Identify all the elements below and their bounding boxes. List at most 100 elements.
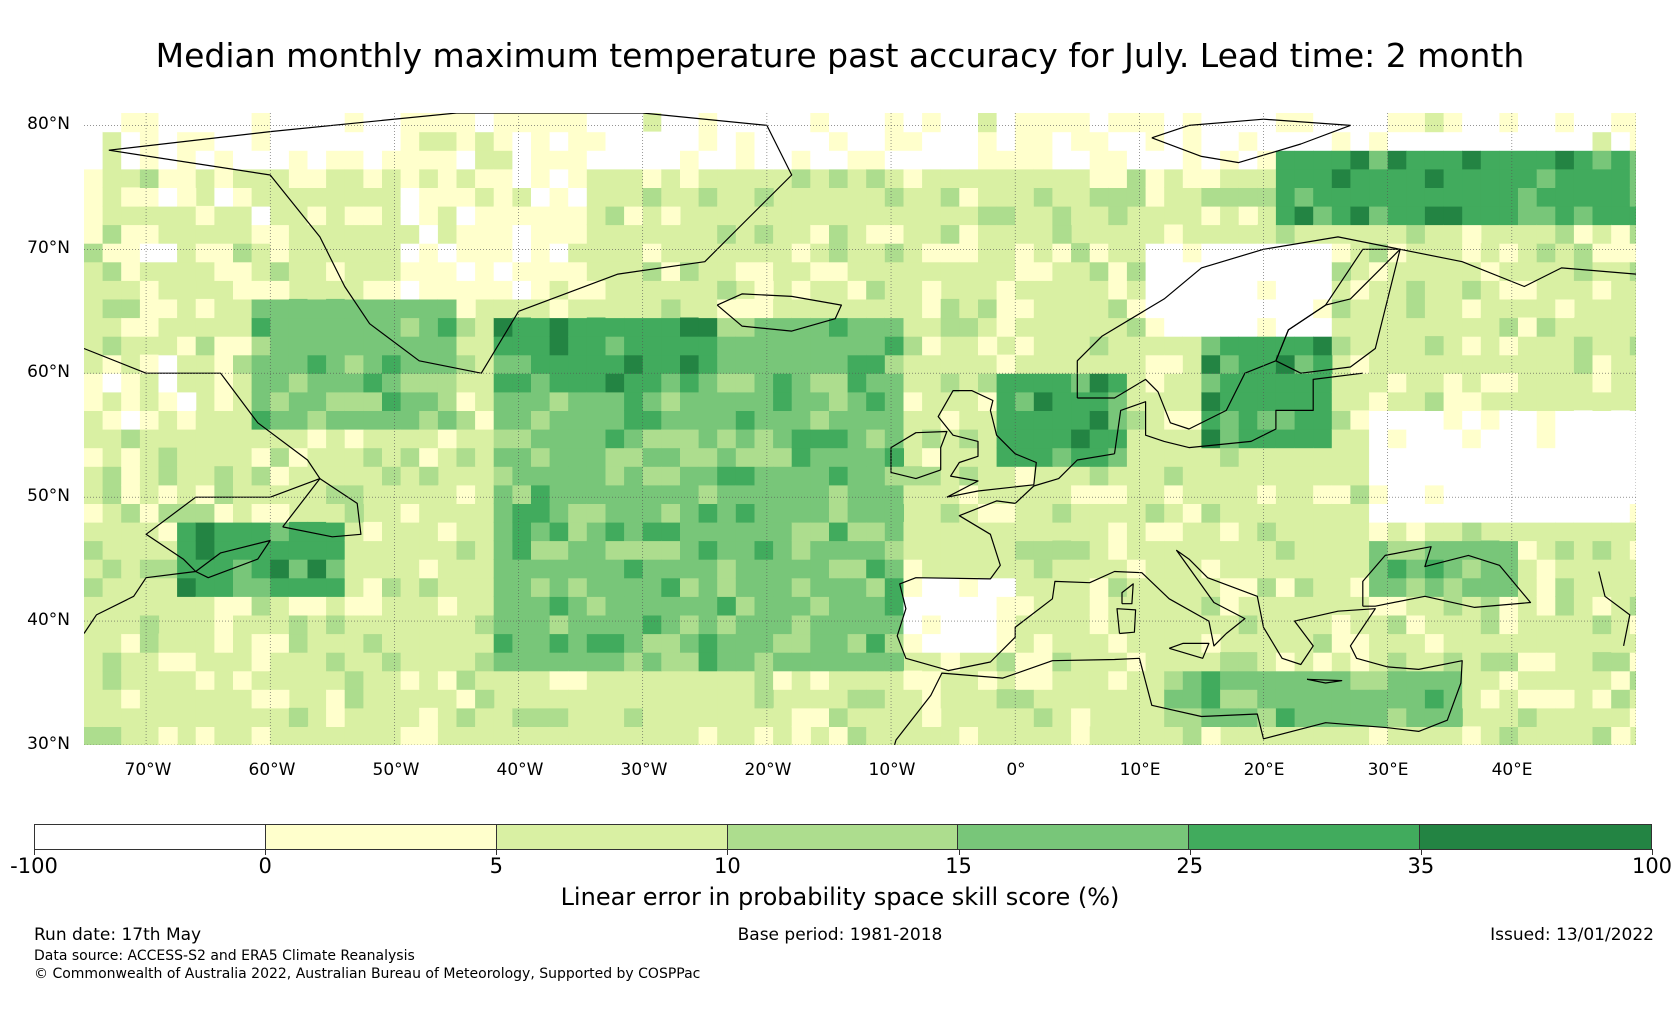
skill-cell — [568, 484, 588, 504]
skill-cell — [698, 354, 718, 374]
skill-cell — [1499, 726, 1519, 745]
skill-cell — [326, 113, 346, 133]
map-panel[interactable] — [84, 113, 1636, 745]
skill-cell — [1518, 261, 1538, 281]
skill-cell — [475, 243, 495, 263]
skill-cell — [866, 633, 886, 653]
skill-cell — [1145, 484, 1165, 504]
skill-cell — [531, 540, 551, 560]
skill-cell — [903, 131, 923, 151]
skill-cell — [251, 187, 271, 207]
skill-cell — [1126, 559, 1147, 579]
skill-cell — [549, 707, 569, 727]
skill-cell — [437, 503, 458, 523]
skill-cell — [307, 652, 327, 672]
skill-cell — [1387, 577, 1407, 597]
skill-cell — [102, 187, 122, 207]
skill-cell — [922, 429, 942, 449]
skill-cell — [735, 614, 755, 635]
skill-cell — [1611, 689, 1631, 709]
skill-cell — [288, 205, 309, 226]
skill-cell — [1499, 373, 1519, 393]
skill-cell — [1443, 484, 1463, 504]
skill-cell — [1238, 726, 1258, 745]
skill-cell — [642, 131, 662, 151]
skill-cell — [1424, 298, 1445, 319]
skill-cell — [996, 596, 1016, 616]
skill-cell — [1275, 113, 1296, 133]
skill-cell — [1499, 150, 1519, 170]
skill-cell — [1573, 354, 1594, 374]
skill-cell — [344, 447, 364, 467]
skill-cell — [1108, 447, 1128, 467]
skill-cell — [1424, 410, 1445, 430]
skill-cell — [586, 596, 606, 616]
skill-cell — [214, 410, 234, 430]
skill-cell — [605, 670, 625, 690]
skill-cell — [624, 652, 644, 672]
skill-cell — [437, 243, 458, 263]
skill-cell — [940, 354, 960, 374]
skill-cell — [717, 726, 737, 745]
skill-cell — [1536, 466, 1556, 486]
skill-cell — [1145, 168, 1165, 188]
skill-cell — [866, 447, 886, 467]
skill-cell — [903, 670, 923, 690]
skill-map[interactable] — [84, 113, 1636, 745]
skill-cell — [1071, 336, 1091, 356]
skill-cell — [1145, 205, 1165, 226]
skill-cell — [1220, 317, 1240, 337]
skill-cell — [1629, 131, 1636, 151]
skill-cell — [270, 224, 290, 244]
skill-cell — [121, 336, 141, 356]
skill-cell — [829, 670, 849, 690]
skill-cell — [1369, 131, 1389, 151]
skill-cell — [940, 336, 960, 356]
skill-cell — [493, 205, 513, 226]
skill-cell — [158, 652, 178, 672]
skill-cell — [642, 521, 662, 542]
skill-cell — [1406, 447, 1426, 467]
skill-cell — [1313, 391, 1333, 411]
skill-cell — [1220, 150, 1240, 170]
skill-cell — [1015, 707, 1035, 727]
skill-cell — [1611, 596, 1631, 616]
skill-cell — [680, 652, 700, 672]
skill-cell — [195, 484, 215, 504]
skill-cell — [1313, 503, 1333, 523]
skill-cell — [1350, 670, 1370, 690]
skill-cell — [717, 187, 737, 207]
skill-cell — [1536, 484, 1556, 504]
skill-cell — [624, 726, 644, 745]
skill-cell — [698, 261, 718, 281]
skill-cell — [1611, 224, 1631, 244]
skill-cell — [1089, 224, 1109, 244]
skill-cell — [1294, 280, 1314, 300]
skill-cell — [1294, 354, 1314, 374]
skill-cell — [847, 484, 867, 504]
skill-cell — [270, 150, 290, 170]
skill-cell — [1220, 670, 1240, 690]
skill-cell — [680, 707, 700, 727]
skill-cell — [288, 577, 309, 597]
skill-cell — [884, 670, 904, 690]
skill-cell — [1201, 689, 1221, 709]
skill-cell — [475, 131, 495, 151]
skill-cell — [102, 317, 122, 337]
skill-cell — [1518, 373, 1538, 393]
skill-cell — [1033, 466, 1053, 486]
skill-cell — [791, 261, 811, 281]
gridlines — [84, 113, 1636, 745]
skill-cell — [754, 336, 774, 356]
skill-cell — [1406, 187, 1426, 207]
coastline — [1598, 571, 1631, 647]
skill-cell — [1238, 113, 1258, 133]
skill-cell — [1462, 652, 1482, 672]
skill-cell — [233, 168, 253, 188]
colorbar-segment-15-25 — [958, 825, 1190, 849]
skill-cell — [791, 168, 811, 188]
skill-cell — [1480, 633, 1500, 653]
skill-cell — [903, 373, 923, 393]
skill-cell — [1164, 484, 1184, 504]
skill-cell — [1499, 298, 1519, 319]
